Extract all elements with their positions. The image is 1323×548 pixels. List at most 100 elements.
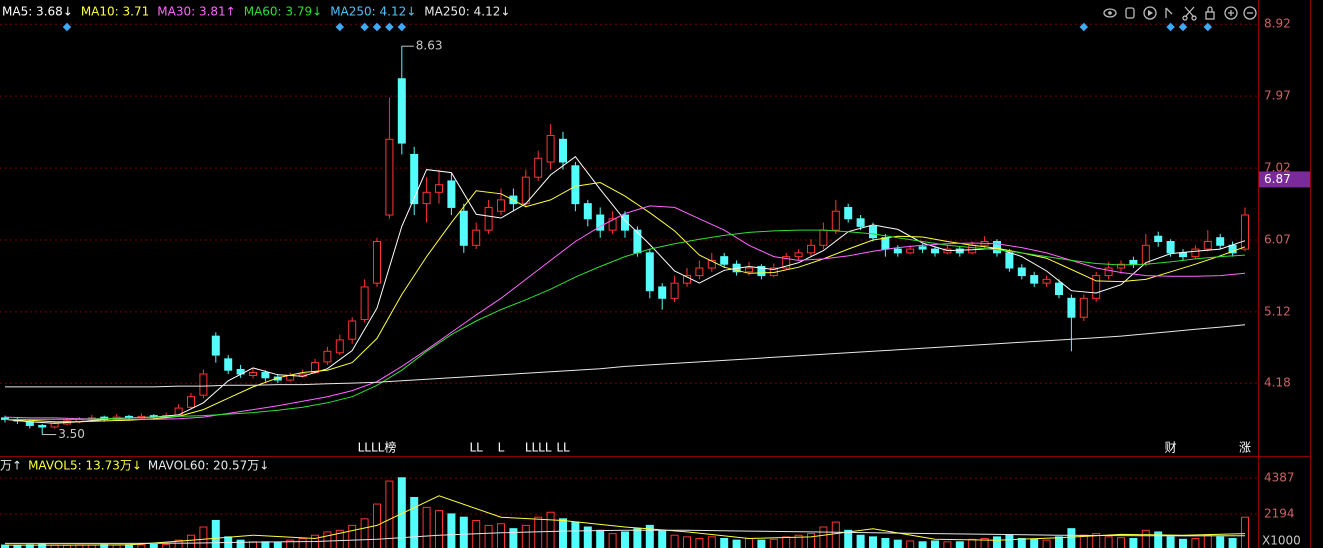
volume-bar [1179,538,1187,548]
event-label: LL [470,441,484,455]
volume-unit: X1000 [1262,534,1301,548]
candle-body [187,396,195,408]
volume-bar [869,536,877,548]
volume-bar [819,526,828,548]
pointer-icon[interactable] [1165,7,1173,18]
volume-bar [943,541,952,548]
event-label: L [498,441,505,455]
volume-bar [968,538,977,548]
volume-bar [683,536,691,548]
candle-body [410,153,419,205]
candle-body [1216,237,1225,246]
candle-body [670,282,679,299]
candle-body [621,214,629,231]
candle-body [1191,248,1200,258]
hand-icon[interactable] [1125,7,1135,19]
candle-body [645,252,654,292]
volume-bar [546,511,555,548]
candle-body [695,267,704,277]
volume-bar [261,541,270,548]
y-tick-label: 8.92 [1264,17,1291,31]
volume-bar [831,521,840,548]
eye-icon[interactable] [1103,8,1117,18]
candle-body [397,78,406,144]
volume-bar [1228,538,1237,548]
volume-bar [1241,516,1249,548]
zoom-in-icon[interactable] [1224,6,1238,20]
volume-bar [1092,533,1101,548]
volume-bar [745,538,753,548]
candle-body [273,376,282,381]
volume-bar [559,518,567,548]
volume-bar [583,526,592,548]
volume-bar [174,539,183,548]
candle-body [1005,252,1014,269]
volume-legend-entry: MAVOL60: 20.57万↓ [148,459,269,473]
candle-body [249,371,257,377]
legend-entry: MA10: 3.71 [81,5,149,19]
volume-bar [633,528,642,548]
volume-bar [509,528,518,548]
volume-bar [1154,531,1163,548]
volume-bar [1017,538,1026,548]
volume-bar [782,536,791,548]
y-tick-label: 7.97 [1264,89,1291,103]
scissors-icon[interactable] [1182,6,1197,21]
candle-body [50,422,59,428]
candle-body [1079,297,1088,318]
candle-body [1067,297,1076,318]
event-label: LLLL榜 [358,440,397,455]
volume-bar [1042,539,1051,548]
candle-body [521,176,530,205]
volume-bar [670,534,679,548]
volume-bar [881,538,890,548]
candle-body [1055,282,1063,296]
candle-body [211,335,220,356]
volume-bar [273,542,282,548]
volume-bar [1141,529,1150,548]
lock-icon[interactable] [1205,6,1215,20]
volume-bar [794,534,803,548]
candle-body [335,339,344,354]
volume-bar [856,534,865,548]
volume-bar [149,543,158,548]
candle-body [1104,267,1113,277]
volume-tick-label: 4387 [1264,471,1295,485]
legend-entry: MA60: 3.79↓ [244,5,322,19]
volume-bar [397,477,406,548]
candle-body [881,237,890,250]
candle-body [1154,235,1163,243]
volume-bar [844,529,853,548]
zoom-out-icon[interactable] [1243,6,1257,20]
signal-marker [385,22,394,32]
candle-body [720,256,729,265]
play-icon[interactable] [1143,6,1157,20]
legend-entry: MA5: 3.68↓ [2,5,73,19]
ma-line [4,156,1246,424]
ma-line [4,181,1246,423]
candle-body [1166,241,1175,254]
candle-body [323,350,332,363]
volume-bar [1067,528,1076,548]
volume-bar [1104,536,1113,548]
volume-bar [807,533,815,548]
candle-body [571,165,580,205]
volume-bar [521,524,530,548]
candle-body [1241,214,1249,250]
volume-bar [1191,538,1200,548]
y-tick-label: 6.07 [1264,232,1291,246]
event-label: 财 [1165,441,1177,455]
volume-bar [695,538,704,548]
candle-body [1092,275,1101,299]
candle-body [844,206,853,220]
candle-body [360,286,369,320]
candle-body [633,229,642,254]
candle-body [782,256,791,269]
candle-body [348,320,357,340]
volume-bar [732,539,741,548]
volume-bar [211,519,220,548]
signal-marker [372,22,382,32]
legend-entry: MA250: 4.12↓ [424,5,510,19]
volume-bar [1117,537,1125,548]
